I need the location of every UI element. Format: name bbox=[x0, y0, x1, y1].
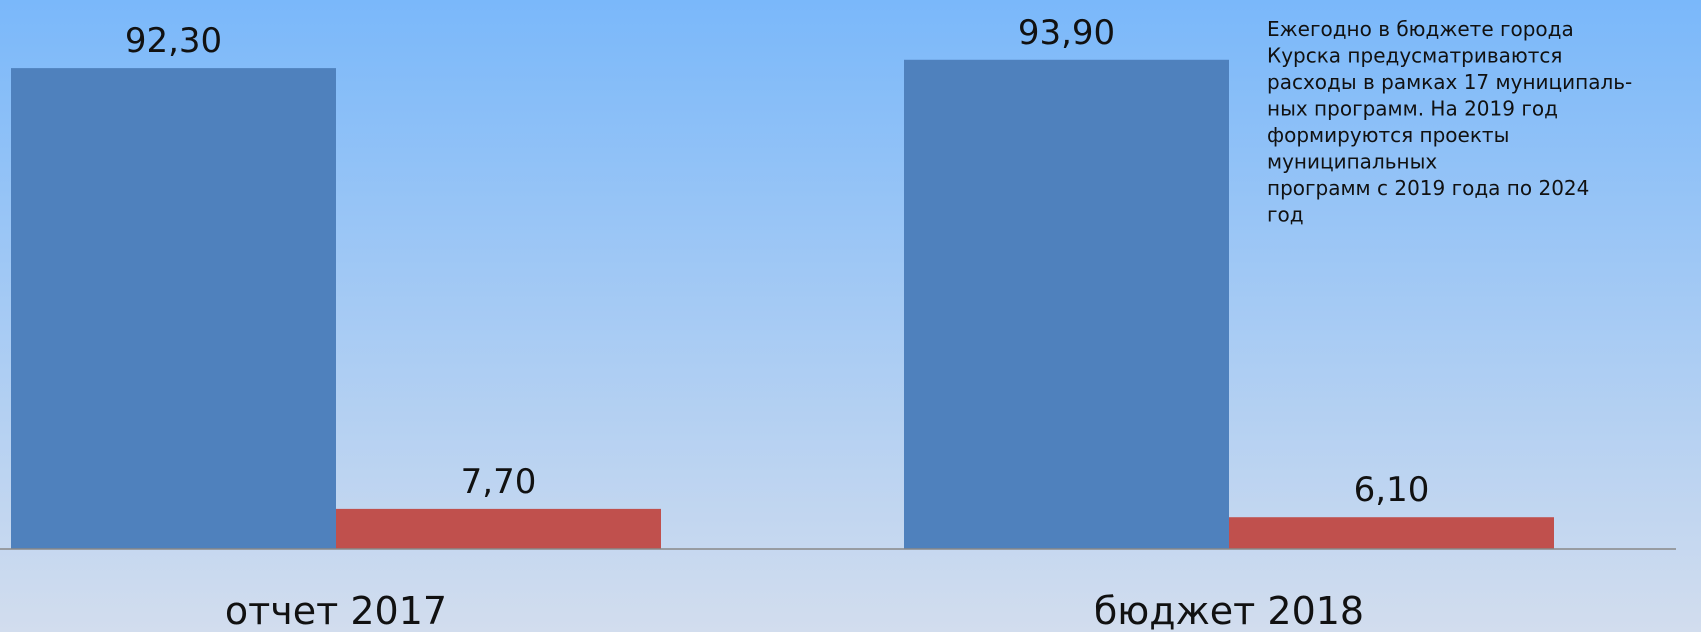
bar bbox=[1229, 517, 1554, 549]
annotation-line: формируются проекты bbox=[1267, 123, 1509, 147]
x-tick-label: отчет 2017 bbox=[225, 589, 447, 632]
annotation-line: год bbox=[1267, 203, 1304, 227]
annotation-line: программ с 2019 года по 2024 bbox=[1267, 176, 1589, 200]
annotation-line: Ежегодно в бюджете города bbox=[1267, 17, 1574, 41]
value-label: 7,70 bbox=[461, 462, 537, 502]
value-label: 92,30 bbox=[125, 21, 222, 61]
x-tick-label: бюджет 2018 bbox=[1094, 589, 1364, 632]
annotation-line: Курска предусматриваются bbox=[1267, 44, 1562, 68]
annotation-line: муниципальных bbox=[1267, 150, 1437, 174]
value-label: 93,90 bbox=[1018, 13, 1115, 53]
annotation-line: расходы в рамках 17 муниципаль- bbox=[1267, 70, 1632, 94]
bar bbox=[11, 68, 336, 549]
value-label: 6,10 bbox=[1354, 470, 1430, 510]
bar bbox=[904, 59, 1229, 549]
annotation-line: ных программ. На 2019 год bbox=[1267, 97, 1558, 121]
bar bbox=[336, 508, 661, 549]
